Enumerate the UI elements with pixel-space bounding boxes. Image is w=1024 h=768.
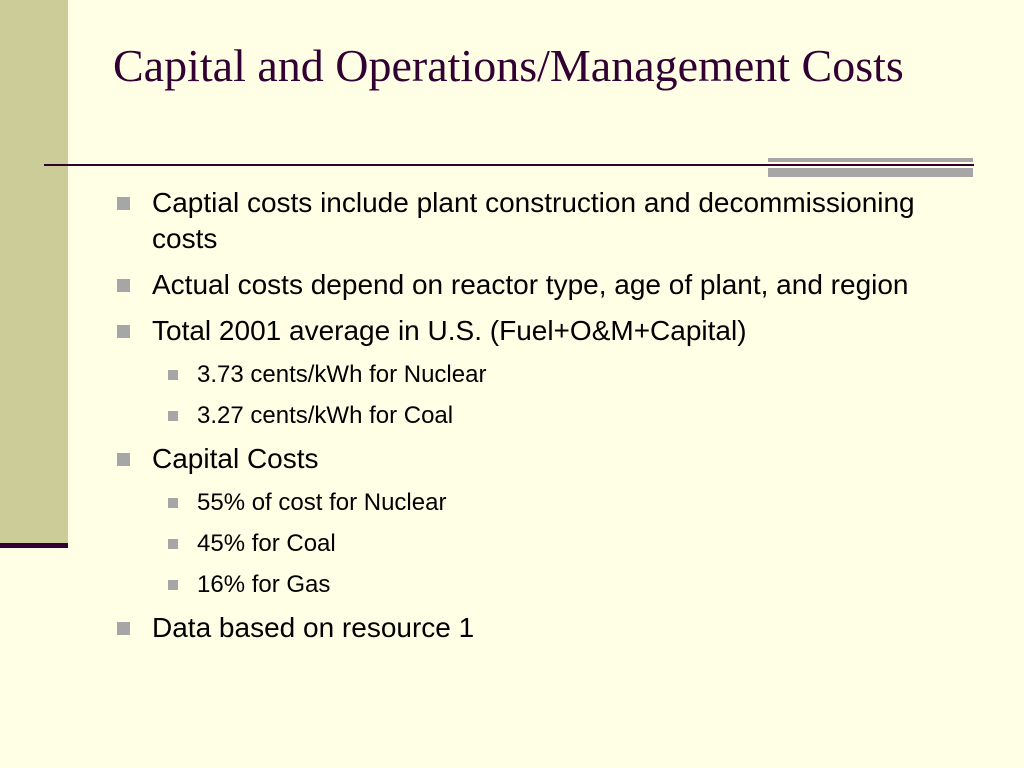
bullet-text: 45% for Coal [197, 530, 336, 557]
square-bullet-icon [117, 453, 130, 466]
bullet-text: 16% for Gas [197, 571, 331, 598]
bullet-text: 3.73 cents/kWh for Nuclear [197, 361, 487, 388]
bullet-text: Actual costs depend on reactor type, age… [152, 269, 909, 300]
bullet-list: Captial costs include plant construction… [115, 185, 935, 656]
sub-bullet-item-gas-share: 16% for Gas [115, 569, 935, 600]
square-bullet-icon [168, 580, 178, 590]
square-bullet-icon [117, 279, 130, 292]
bullet-text: Captial costs include plant construction… [152, 187, 915, 254]
left-decorative-band [0, 0, 68, 545]
square-bullet-icon [117, 325, 130, 338]
bullet-text: Total 2001 average in U.S. (Fuel+O&M+Cap… [152, 315, 747, 346]
sub-bullet-item-nuclear-cost: 3.73 cents/kWh for Nuclear [115, 359, 935, 390]
bullet-item-capital-costs: Capital Costs [115, 441, 935, 477]
bullet-item-capital-costs-definition: Captial costs include plant construction… [115, 185, 935, 257]
bullet-text: Capital Costs [152, 443, 319, 474]
slide-title: Capital and Operations/Management Costs [113, 40, 904, 91]
sub-bullet-item-nuclear-share: 55% of cost for Nuclear [115, 487, 935, 518]
title-divider-rule [44, 164, 974, 166]
bullet-text: 55% of cost for Nuclear [197, 489, 447, 516]
square-bullet-icon [168, 411, 178, 421]
bullet-item-actual-costs: Actual costs depend on reactor type, age… [115, 267, 935, 303]
square-bullet-icon [168, 498, 178, 508]
accent-bar-bottom [768, 168, 973, 177]
bullet-text: Data based on resource 1 [152, 612, 475, 643]
square-bullet-icon [117, 197, 130, 210]
bullet-item-data-source: Data based on resource 1 [115, 610, 935, 646]
sub-bullet-item-coal-share: 45% for Coal [115, 528, 935, 559]
accent-bar-top [768, 158, 973, 162]
left-band-rule [0, 543, 68, 548]
bullet-item-total-average: Total 2001 average in U.S. (Fuel+O&M+Cap… [115, 313, 935, 349]
bullet-text: 3.27 cents/kWh for Coal [197, 402, 454, 429]
sub-bullet-item-coal-cost: 3.27 cents/kWh for Coal [115, 400, 935, 431]
square-bullet-icon [168, 370, 178, 380]
square-bullet-icon [168, 539, 178, 549]
square-bullet-icon [117, 622, 130, 635]
